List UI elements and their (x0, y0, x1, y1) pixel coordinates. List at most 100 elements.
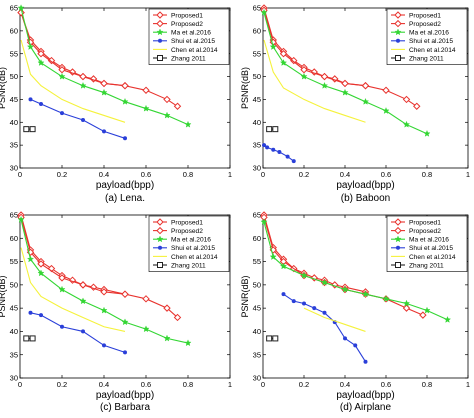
data-point (121, 318, 129, 326)
legend-entry-zhang-2011: Zhang 2011 (391, 262, 444, 269)
data-point (184, 339, 192, 347)
panel-caption: (a) Lena. (105, 193, 145, 204)
data-point (123, 136, 127, 141)
data-point (173, 313, 182, 322)
data-point (320, 72, 329, 81)
x-tick-label: 1 (228, 170, 232, 179)
data-point (29, 126, 36, 133)
legend-label: Chen et al.2014 (409, 47, 456, 54)
y-axis-label: PSNR(dB) (0, 275, 7, 317)
x-tick-label: 0.6 (141, 380, 151, 389)
data-point (29, 335, 36, 342)
data-point (37, 50, 45, 58)
series-line (20, 7, 189, 126)
data-point (26, 43, 35, 50)
data-point (142, 325, 150, 333)
series-shui-et-al-2015 (28, 310, 127, 355)
series-line (20, 214, 126, 295)
data-point (184, 120, 192, 128)
legend-marker (394, 11, 402, 19)
y-tick-label: 30 (10, 374, 18, 383)
data-point (413, 102, 421, 110)
data-point (102, 129, 106, 134)
series-line (263, 39, 366, 123)
y-tick-label: 65 (253, 211, 261, 220)
y-tick-label: 60 (253, 26, 261, 35)
data-point (266, 126, 273, 133)
x-tick-label: 0.4 (99, 380, 109, 389)
data-point (163, 304, 171, 312)
legend-entry-shui-et-al-2015: Shui et al.2015 (391, 38, 453, 45)
data-point (402, 299, 411, 307)
data-point (265, 145, 270, 150)
data-point (272, 126, 279, 133)
x-tick-label: 0.2 (299, 170, 309, 179)
data-point (123, 350, 127, 355)
series-chen-et-al-2014 (20, 39, 126, 123)
data-point (28, 310, 33, 315)
data-point (402, 120, 411, 128)
data-point (382, 107, 390, 114)
data-point (419, 311, 427, 319)
data-point (269, 253, 277, 260)
x-tick-label: 0.6 (381, 170, 391, 179)
y-tick-label: 30 (253, 374, 261, 383)
data-point (39, 313, 43, 318)
data-point (353, 343, 358, 348)
legend-label: Ma et al.2016 (409, 30, 449, 37)
x-tick-label: 0.6 (381, 380, 391, 389)
y-tick-label: 35 (10, 141, 18, 150)
data-point (100, 306, 108, 314)
legend-marker (157, 55, 163, 61)
data-point (285, 154, 290, 159)
series-line (20, 39, 126, 123)
data-point (173, 102, 182, 110)
y-tick-label: 45 (10, 95, 18, 104)
y-tick-label: 60 (253, 234, 261, 243)
series-zhang-2011 (23, 126, 36, 133)
y-tick-label: 65 (10, 211, 18, 220)
legend-label: Ma et al.2016 (171, 30, 211, 37)
legend-marker (396, 38, 400, 43)
data-point (79, 281, 87, 289)
x-tick-label: 0 (18, 380, 22, 389)
data-point (269, 43, 277, 50)
series-chen-et-al-2014 (303, 307, 366, 332)
data-point (121, 97, 129, 105)
data-point (363, 359, 368, 364)
legend-marker (394, 28, 402, 36)
legend-marker (156, 19, 164, 28)
y-tick-label: 55 (10, 49, 18, 58)
data-point (121, 290, 129, 298)
legend-entry-chen-et-al-2014: Chen et al.2014 (153, 254, 218, 261)
data-point (361, 97, 370, 105)
x-tick-label: 0.6 (141, 170, 151, 179)
data-point (341, 285, 349, 293)
data-point (343, 336, 347, 341)
x-tick-label: 0.8 (183, 170, 193, 179)
data-point (402, 95, 411, 104)
y-tick-label: 45 (253, 95, 261, 104)
data-point (402, 304, 411, 312)
legend-entry-zhang-2011: Zhang 2011 (391, 55, 444, 62)
x-tick-label: 0.2 (57, 380, 67, 389)
legend-label: Proposed1 (409, 12, 441, 19)
data-point (81, 118, 85, 122)
legend-label: Zhang 2011 (409, 55, 444, 62)
data-point (266, 335, 273, 342)
data-point (341, 79, 349, 88)
legend-entry-proposed2: Proposed2 (391, 226, 441, 235)
legend-label: Zhang 2011 (171, 55, 206, 62)
legend-marker (156, 226, 164, 235)
legend-label: Proposed1 (171, 12, 203, 19)
data-point (58, 274, 66, 282)
series-line (263, 12, 428, 135)
data-point (320, 81, 329, 89)
x-tick-label: 0 (261, 380, 265, 389)
data-point (279, 50, 288, 58)
data-point (291, 159, 296, 164)
data-point (60, 324, 64, 329)
series-chen-et-al-2014 (263, 39, 366, 123)
